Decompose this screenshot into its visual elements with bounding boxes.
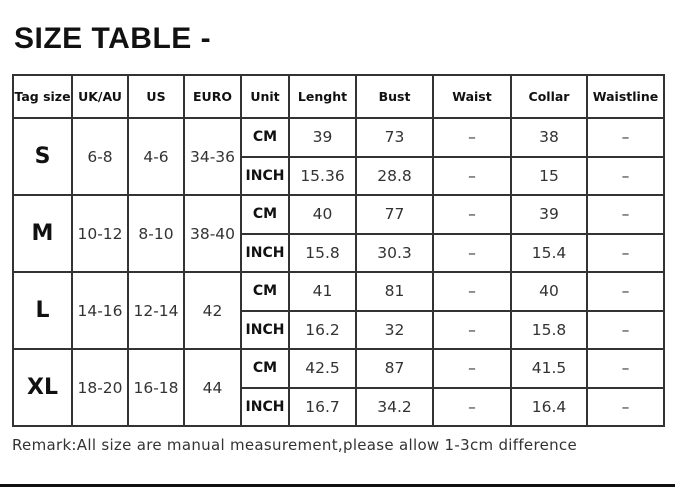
length-cell: 40 <box>288 194 357 235</box>
bust-cell: 87 <box>355 348 434 389</box>
waistline-cell: – <box>586 155 665 196</box>
waist-cell: – <box>432 271 512 312</box>
waist-cell: – <box>432 348 512 389</box>
collar-cell: 38 <box>510 117 588 158</box>
table-row: INCH 15.36 28.8–15– <box>13 155 665 196</box>
collar-cell: 15.8 <box>510 309 588 350</box>
euro-cell: 34-36 <box>183 117 242 196</box>
unit-cell: INCH <box>240 309 290 350</box>
waistline-cell: – <box>586 309 665 350</box>
waist-cell: – <box>432 117 512 158</box>
table-row: M 10-12 8-10 38-40 CM 40 77–39– <box>12 194 665 273</box>
collar-cell: 15 <box>510 155 588 196</box>
uk-au-cell: 14-16 <box>71 271 129 350</box>
column-header: Waistline <box>586 74 665 119</box>
length-cell: 39 <box>288 117 357 158</box>
unit-cell: CM <box>240 271 290 312</box>
waistline-cell: – <box>586 348 665 389</box>
bust-cell: 32 <box>355 309 434 350</box>
us-cell: 4-6 <box>127 117 185 196</box>
us-cell: 12-14 <box>127 271 185 350</box>
unit-cell: CM <box>240 117 290 158</box>
column-header: US <box>127 74 185 119</box>
size-table: Tag size UK/AU US EURO Unit Lenght Bust Waist Co… <box>12 74 665 427</box>
waist-cell: – <box>432 232 512 273</box>
column-header: EURO <box>183 74 242 119</box>
us-cell: 16-18 <box>127 348 185 427</box>
table-row: S 6-8 4-6 34-36 CM 39 73–38– <box>12 117 665 196</box>
column-header: Tag size <box>12 74 73 119</box>
collar-cell: 41.5 <box>510 348 588 389</box>
unit-cell: INCH <box>240 386 290 427</box>
column-header: Bust <box>355 74 434 119</box>
column-header: Waist <box>432 74 512 119</box>
euro-cell: 44 <box>183 348 242 427</box>
bust-cell: 81 <box>355 271 434 312</box>
tag-size-cell: XL <box>12 348 73 427</box>
bust-cell: 34.2 <box>355 386 434 427</box>
remark-note: Remark:All size are manual measurement,p… <box>12 436 578 454</box>
length-cell: 15.8 <box>288 232 357 273</box>
header-row: Tag size UK/AU US EURO Unit Lenght Bust Waist Co… <box>12 74 665 119</box>
uk-au-cell: 18-20 <box>71 348 129 427</box>
divider <box>0 484 675 487</box>
length-cell: 42.5 <box>288 348 357 389</box>
length-cell: 15.36 <box>288 155 357 196</box>
unit-cell: CM <box>240 348 290 389</box>
tag-size-cell: L <box>12 271 73 350</box>
us-cell: 8-10 <box>127 194 185 273</box>
collar-cell: 15.4 <box>510 232 588 273</box>
bust-cell: 28.8 <box>355 155 434 196</box>
euro-cell: 38-40 <box>183 194 242 273</box>
tag-size-cell: S <box>12 117 73 196</box>
bust-cell: 73 <box>355 117 434 158</box>
page-title: SIZE TABLE - <box>14 22 212 55</box>
column-header: Collar <box>510 74 588 119</box>
column-header: Unit <box>240 74 290 119</box>
collar-cell: 40 <box>510 271 588 312</box>
euro-cell: 42 <box>183 271 242 350</box>
waistline-cell: – <box>586 117 665 158</box>
unit-cell: INCH <box>240 155 290 196</box>
table-row: INCH 15.8 30.3–15.4– <box>13 232 665 273</box>
table-row: L 14-16 12-14 42 CM 41 81–40– <box>12 271 665 350</box>
collar-cell: 16.4 <box>510 386 588 427</box>
waist-cell: – <box>432 194 512 235</box>
collar-cell: 39 <box>510 194 588 235</box>
waist-cell: – <box>432 155 512 196</box>
waistline-cell: – <box>586 386 665 427</box>
length-cell: 16.7 <box>288 386 357 427</box>
table-row: XL 18-20 16-18 44 CM 42.5 87–41.5– <box>12 348 665 427</box>
table-row: INCH 16.2 32–15.8– <box>13 309 665 350</box>
length-cell: 16.2 <box>288 309 357 350</box>
unit-cell: INCH <box>240 232 290 273</box>
column-header: Lenght <box>288 74 357 119</box>
unit-cell: CM <box>240 194 290 235</box>
uk-au-cell: 6-8 <box>71 117 129 196</box>
waistline-cell: – <box>586 271 665 312</box>
bust-cell: 30.3 <box>355 232 434 273</box>
bust-cell: 77 <box>355 194 434 235</box>
waistline-cell: – <box>586 194 665 235</box>
waistline-cell: – <box>586 232 665 273</box>
length-cell: 41 <box>288 271 357 312</box>
waist-cell: – <box>432 309 512 350</box>
column-header: UK/AU <box>71 74 129 119</box>
waist-cell: – <box>432 386 512 427</box>
tag-size-cell: M <box>12 194 73 273</box>
uk-au-cell: 10-12 <box>71 194 129 273</box>
table-row: INCH 16.7 34.2–16.4– <box>13 386 665 427</box>
